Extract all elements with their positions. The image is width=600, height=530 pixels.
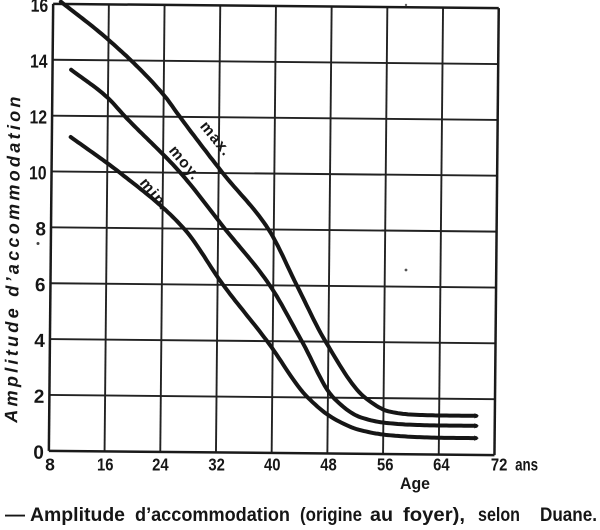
svg-text:foyer),: foyer),: [403, 505, 465, 526]
svg-text:selon: selon: [478, 505, 520, 526]
svg-text:ans: ans: [515, 455, 538, 475]
svg-text:Amplitude d’accommodation: Amplitude d’accommodation: [1, 93, 24, 424]
svg-text:8: 8: [35, 219, 46, 240]
svg-text:14: 14: [30, 52, 48, 73]
svg-text:(origine: (origine: [300, 505, 362, 526]
svg-text:32: 32: [208, 455, 225, 475]
svg-text:Age: Age: [400, 474, 430, 493]
svg-text:16: 16: [31, 0, 49, 17]
svg-text:Duane.: Duane.: [540, 505, 597, 526]
svg-text:d’accommodation: d’accommodation: [135, 505, 290, 526]
svg-text:6: 6: [35, 275, 46, 296]
svg-text:56: 56: [377, 455, 394, 475]
svg-text:4: 4: [34, 331, 45, 352]
svg-text:16: 16: [97, 455, 114, 475]
svg-text:au: au: [370, 505, 393, 526]
svg-text:Amplitude: Amplitude: [30, 505, 125, 526]
svg-text:48: 48: [320, 455, 337, 475]
svg-text:72: 72: [491, 455, 508, 475]
svg-text:2: 2: [34, 387, 45, 408]
svg-text:—: —: [5, 505, 25, 526]
svg-text:40: 40: [264, 455, 281, 475]
svg-text:64: 64: [433, 455, 450, 475]
svg-text:0: 0: [33, 443, 44, 464]
svg-text:24: 24: [152, 455, 169, 475]
svg-text:8: 8: [45, 455, 55, 475]
svg-text:12: 12: [29, 107, 47, 128]
svg-text:10: 10: [29, 163, 47, 184]
